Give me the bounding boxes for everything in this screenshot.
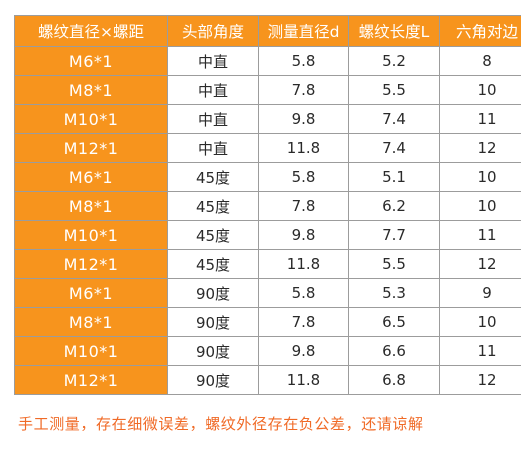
- thread-spec-cell: M12*1: [14, 365, 168, 395]
- table-row: M8*1 90度 7.8 6.5 10: [14, 307, 521, 337]
- head-angle-cell: 90度: [167, 365, 259, 395]
- head-angle-cell: 90度: [167, 307, 259, 337]
- hex-across-flats-cell: 10: [439, 307, 521, 337]
- thread-spec-cell: M12*1: [14, 133, 168, 163]
- table-row: M8*1 中直 7.8 5.5 10: [14, 75, 521, 105]
- header-head-angle: 头部角度: [167, 15, 259, 47]
- header-thread-length: 螺纹长度L: [348, 15, 440, 47]
- thread-spec-cell: M12*1: [14, 249, 168, 279]
- table-row: M10*1 45度 9.8 7.7 11: [14, 220, 521, 250]
- head-angle-cell: 90度: [167, 278, 259, 308]
- measured-diameter-cell: 5.8: [258, 46, 349, 76]
- table-row: M8*1 45度 7.8 6.2 10: [14, 191, 521, 221]
- table-row: M6*1 中直 5.8 5.2 8: [14, 46, 521, 76]
- table-row: M12*1 90度 11.8 6.8 12: [14, 365, 521, 395]
- measured-diameter-cell: 5.8: [258, 278, 349, 308]
- head-angle-cell: 45度: [167, 191, 259, 221]
- head-angle-cell: 45度: [167, 220, 259, 250]
- table-row: M10*1 中直 9.8 7.4 11: [14, 104, 521, 134]
- thread-length-cell: 5.3: [348, 278, 440, 308]
- thread-spec-cell: M10*1: [14, 336, 168, 366]
- measured-diameter-cell: 9.8: [258, 336, 349, 366]
- thread-spec-cell: M8*1: [14, 191, 168, 221]
- thread-length-cell: 6.6: [348, 336, 440, 366]
- measured-diameter-cell: 7.8: [258, 307, 349, 337]
- hex-across-flats-cell: 11: [439, 220, 521, 250]
- hex-across-flats-cell: 10: [439, 162, 521, 192]
- thread-length-cell: 5.5: [348, 249, 440, 279]
- header-hex-across-flats: 六角对边: [439, 15, 521, 47]
- head-angle-cell: 90度: [167, 336, 259, 366]
- head-angle-cell: 中直: [167, 46, 259, 76]
- table-row: M6*1 90度 5.8 5.3 9: [14, 278, 521, 308]
- hex-across-flats-cell: 10: [439, 75, 521, 105]
- thread-length-cell: 5.5: [348, 75, 440, 105]
- thread-length-cell: 7.4: [348, 133, 440, 163]
- thread-length-cell: 6.5: [348, 307, 440, 337]
- thread-length-cell: 5.1: [348, 162, 440, 192]
- header-thread-spec: 螺纹直径×螺距: [14, 15, 168, 47]
- thread-spec-cell: M10*1: [14, 104, 168, 134]
- header-row: 螺纹直径×螺距 头部角度 测量直径d 螺纹长度L 六角对边: [14, 15, 521, 47]
- hex-across-flats-cell: 11: [439, 104, 521, 134]
- hex-across-flats-cell: 12: [439, 365, 521, 395]
- hex-across-flats-cell: 12: [439, 249, 521, 279]
- header-measured-diameter: 测量直径d: [258, 15, 349, 47]
- hex-across-flats-cell: 10: [439, 191, 521, 221]
- thread-spec-cell: M8*1: [14, 307, 168, 337]
- table-row: M10*1 90度 9.8 6.6 11: [14, 336, 521, 366]
- table-row: M6*1 45度 5.8 5.1 10: [14, 162, 521, 192]
- table-body: M6*1 中直 5.8 5.2 8 M8*1 中直 7.8 5.5 10 M10*1 中直 9.8 7.4…: [14, 46, 521, 395]
- hex-across-flats-cell: 9: [439, 278, 521, 308]
- measured-diameter-cell: 11.8: [258, 133, 349, 163]
- measured-diameter-cell: 7.8: [258, 191, 349, 221]
- thread-spec-cell: M6*1: [14, 46, 168, 76]
- head-angle-cell: 45度: [167, 249, 259, 279]
- measured-diameter-cell: 9.8: [258, 220, 349, 250]
- thread-length-cell: 7.7: [348, 220, 440, 250]
- table-row: M12*1 45度 11.8 5.5 12: [14, 249, 521, 279]
- hex-across-flats-cell: 11: [439, 336, 521, 366]
- hex-across-flats-cell: 12: [439, 133, 521, 163]
- thread-length-cell: 7.4: [348, 104, 440, 134]
- thread-spec-cell: M8*1: [14, 75, 168, 105]
- thread-spec-cell: M6*1: [14, 162, 168, 192]
- head-angle-cell: 中直: [167, 104, 259, 134]
- thread-spec-cell: M10*1: [14, 220, 168, 250]
- measured-diameter-cell: 5.8: [258, 162, 349, 192]
- head-angle-cell: 45度: [167, 162, 259, 192]
- thread-length-cell: 6.8: [348, 365, 440, 395]
- footnote: 手工测量，存在细微误差，螺纹外径存在负公差，还请谅解: [18, 415, 424, 433]
- head-angle-cell: 中直: [167, 75, 259, 105]
- measured-diameter-cell: 11.8: [258, 249, 349, 279]
- measured-diameter-cell: 7.8: [258, 75, 349, 105]
- hex-across-flats-cell: 8: [439, 46, 521, 76]
- measured-diameter-cell: 9.8: [258, 104, 349, 134]
- thread-length-cell: 6.2: [348, 191, 440, 221]
- thread-spec-cell: M6*1: [14, 278, 168, 308]
- spec-table: 螺纹直径×螺距 头部角度 测量直径d 螺纹长度L 六角对边 M6*1 中直 5.8 5…: [14, 15, 521, 395]
- head-angle-cell: 中直: [167, 133, 259, 163]
- thread-length-cell: 5.2: [348, 46, 440, 76]
- table-row: M12*1 中直 11.8 7.4 12: [14, 133, 521, 163]
- measured-diameter-cell: 11.8: [258, 365, 349, 395]
